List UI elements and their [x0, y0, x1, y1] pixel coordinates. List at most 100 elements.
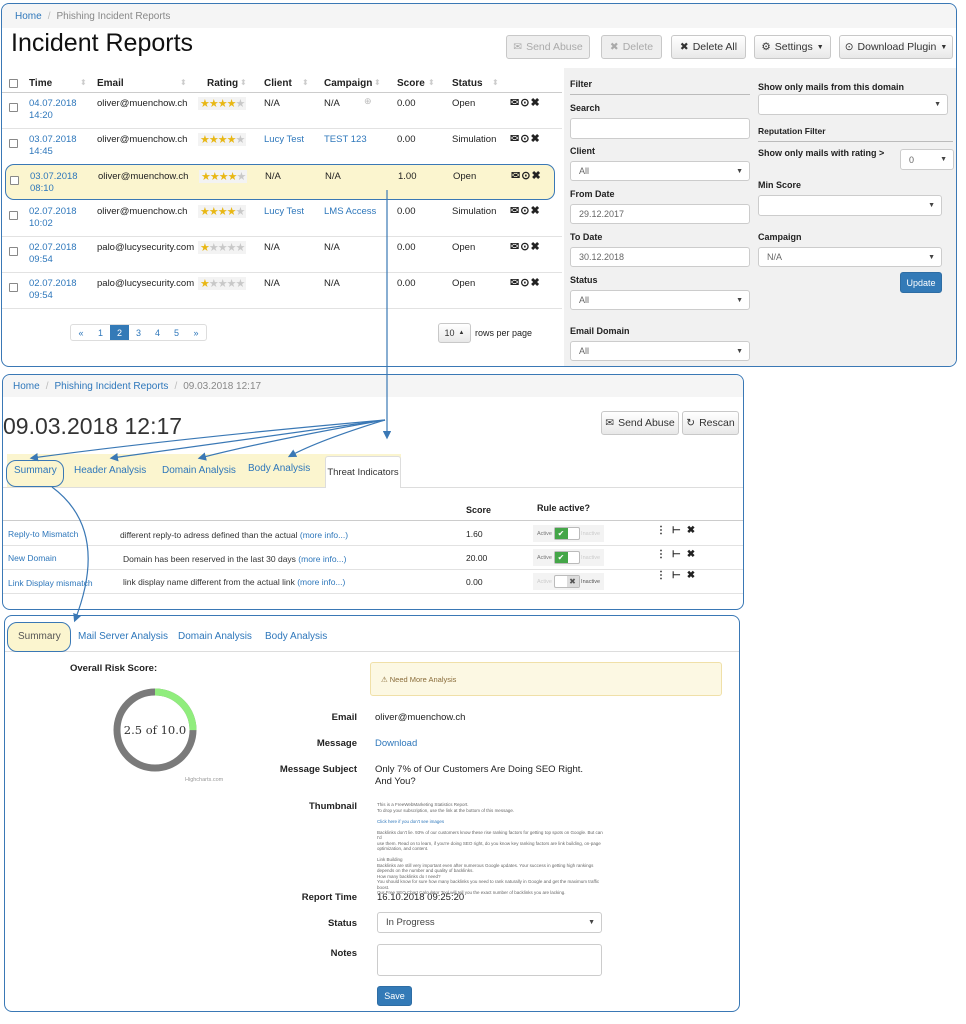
rule-details-icon[interactable]: ⋮⊢: [656, 549, 687, 560]
pagination-page-3[interactable]: 3: [135, 328, 141, 338]
breadcrumb-home[interactable]: Home: [15, 11, 42, 22]
col-campaign[interactable]: Campaign: [324, 78, 373, 89]
close-icon[interactable]: ✖: [686, 549, 702, 560]
to-date-input[interactable]: 30.12.2018: [570, 247, 750, 267]
indicator-name[interactable]: Link Display mismatch: [8, 578, 93, 588]
indicator-name[interactable]: Reply-to Mismatch: [8, 529, 79, 539]
close-icon[interactable]: ✖: [686, 570, 702, 581]
row-client[interactable]: Lucy Test: [264, 134, 304, 145]
tab-summary[interactable]: Summary: [18, 631, 61, 642]
table-row[interactable]: 02.07.2018 09:54 palo@lucysecurity.com ★★…: [2, 272, 562, 308]
row-checkbox[interactable]: [10, 176, 19, 185]
from-date-input[interactable]: 29.12.2017: [570, 204, 750, 224]
envelope-icon[interactable]: ✉: [510, 241, 521, 253]
expand-icon[interactable]: ⊕: [364, 96, 372, 106]
view-icon[interactable]: ⊙: [521, 170, 532, 182]
view-icon[interactable]: ⊙: [520, 133, 531, 145]
breadcrumb-parent[interactable]: Phishing Incident Reports: [54, 381, 169, 392]
row-campaign[interactable]: LMS Access: [324, 206, 377, 217]
tab-header-analysis[interactable]: Header Analysis: [74, 465, 147, 476]
rule-details-icon[interactable]: ⋮⊢: [656, 525, 687, 536]
envelope-icon[interactable]: ✉: [511, 170, 522, 182]
tab-threat-indicators[interactable]: Threat Indicators: [325, 456, 401, 488]
pagination-page-1[interactable]: 1: [97, 328, 103, 338]
message-download-link[interactable]: Download: [375, 738, 418, 749]
row-time[interactable]: 03.07.2018 08:10: [30, 171, 78, 195]
row-checkbox[interactable]: [9, 247, 18, 256]
update-button[interactable]: Update: [900, 272, 942, 293]
col-status[interactable]: Status: [452, 78, 483, 89]
close-icon[interactable]: ✖: [686, 525, 702, 536]
view-icon[interactable]: ⊙: [520, 205, 531, 217]
close-icon[interactable]: ✖: [530, 277, 541, 289]
row-time[interactable]: 02.07.2018 09:54: [29, 242, 77, 266]
row-checkbox[interactable]: [9, 211, 18, 220]
tab-body-analysis[interactable]: Body Analysis: [248, 463, 311, 474]
tab-domain-analysis[interactable]: Domain Analysis: [162, 465, 236, 476]
row-campaign[interactable]: TEST 123: [324, 134, 367, 145]
row-checkbox[interactable]: [9, 283, 18, 292]
notes-textarea[interactable]: [377, 944, 602, 976]
delete-button[interactable]: ✖ Delete: [601, 35, 662, 59]
delete-all-button[interactable]: ✖ Delete All: [671, 35, 746, 59]
envelope-icon[interactable]: ✉: [510, 205, 521, 217]
tab-summary[interactable]: Summary: [14, 465, 57, 476]
pagination-page-5[interactable]: 5: [173, 328, 179, 338]
close-icon[interactable]: ✖: [530, 205, 541, 217]
domain-only-select[interactable]: ▼: [758, 94, 948, 115]
rating-filter-select[interactable]: 0 ▼: [900, 149, 954, 170]
settings-button[interactable]: ⚙ Settings ▼: [754, 35, 831, 59]
rule-details-icon[interactable]: ⋮⊢: [656, 570, 687, 581]
row-time[interactable]: 02.07.2018 10:02: [29, 206, 77, 230]
save-button[interactable]: Save: [377, 986, 412, 1006]
col-client[interactable]: Client: [264, 78, 292, 89]
tab-domain-analysis[interactable]: Domain Analysis: [178, 631, 252, 642]
table-row[interactable]: 02.07.2018 09:54 palo@lucysecurity.com ★★…: [2, 236, 562, 272]
table-row[interactable]: 04.07.2018 14:20 oliver@muenchow.ch ★★★★★…: [2, 92, 562, 128]
rescan-button[interactable]: ↻ Rescan: [682, 411, 739, 435]
col-time[interactable]: Time: [29, 78, 53, 89]
envelope-icon[interactable]: ✉: [510, 97, 521, 109]
indicator-name[interactable]: New Domain: [8, 553, 57, 563]
email-thumbnail[interactable]: This is a FreeWebMarketing Statistics Re…: [377, 802, 605, 902]
tab-mail-server-analysis[interactable]: Mail Server Analysis: [78, 631, 169, 642]
campaign-filter-select[interactable]: N/A ▼: [758, 247, 942, 267]
send-abuse-button[interactable]: ✉ Send Abuse: [506, 35, 590, 59]
envelope-icon[interactable]: ✉: [510, 277, 521, 289]
pagination-page-4[interactable]: 4: [154, 328, 160, 338]
row-client[interactable]: Lucy Test: [264, 206, 304, 217]
pagination-prev[interactable]: «: [78, 328, 84, 338]
rule-toggle[interactable]: ✖: [553, 575, 580, 588]
send-abuse-button[interactable]: ✉ Send Abuse: [601, 411, 679, 435]
table-row[interactable]: 02.07.2018 10:02 oliver@muenchow.ch ★★★★★…: [2, 200, 562, 236]
breadcrumb-home[interactable]: Home: [13, 381, 40, 392]
close-icon[interactable]: ✖: [530, 241, 541, 253]
row-time[interactable]: 04.07.2018 14:20: [29, 98, 77, 122]
rule-toggle[interactable]: ✔: [553, 527, 580, 540]
envelope-icon[interactable]: ✉: [510, 133, 521, 145]
status-select[interactable]: In Progress ▼: [377, 912, 602, 933]
more-info-link[interactable]: (more info...): [299, 530, 349, 540]
table-row[interactable]: 03.07.2018 08:10 oliver@muenchow.ch ★★★★★…: [5, 164, 555, 200]
close-icon[interactable]: ✖: [530, 133, 541, 145]
close-icon[interactable]: ✖: [530, 97, 541, 109]
view-icon[interactable]: ⊙: [520, 277, 531, 289]
view-icon[interactable]: ⊙: [520, 241, 531, 253]
view-icon[interactable]: ⊙: [520, 97, 531, 109]
col-rating[interactable]: Rating: [207, 78, 239, 89]
select-all-checkbox[interactable]: [9, 79, 18, 88]
email-domain-select[interactable]: All ▼: [570, 341, 750, 361]
rule-toggle[interactable]: ✔: [553, 551, 580, 564]
tab-body-analysis[interactable]: Body Analysis: [265, 631, 328, 642]
client-select[interactable]: All ▼: [570, 161, 750, 181]
pagination-page-2[interactable]: 2: [110, 325, 129, 340]
col-score[interactable]: Score: [397, 78, 425, 89]
download-plugin-button[interactable]: ⊙ Download Plugin ▼: [839, 35, 953, 59]
table-row[interactable]: 03.07.2018 14:45 oliver@muenchow.ch ★★★★★…: [2, 128, 562, 164]
status-select[interactable]: All ▼: [570, 290, 750, 310]
more-info-link[interactable]: (more info...): [298, 554, 347, 564]
row-time[interactable]: 02.07.2018 09:54: [29, 278, 77, 302]
rows-per-page-select[interactable]: 10 ▲: [438, 323, 471, 343]
min-score-select[interactable]: ▼: [758, 195, 942, 216]
close-icon[interactable]: ✖: [531, 170, 542, 182]
